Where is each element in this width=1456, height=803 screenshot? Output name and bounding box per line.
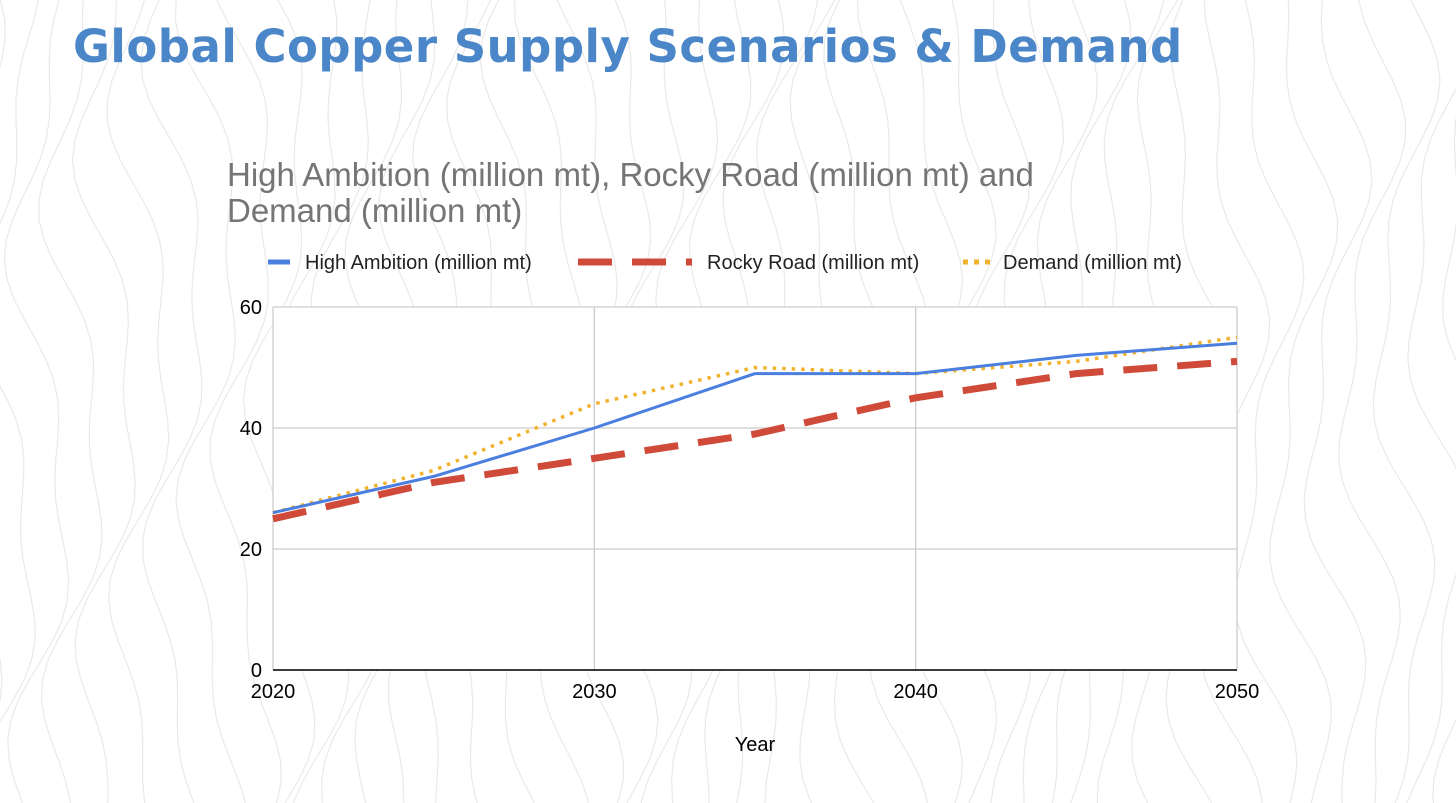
contour-line [1269, 0, 1339, 803]
series-line-rocky-road [272, 357, 1238, 523]
contour-line [1200, 0, 1271, 803]
contour-line [140, 0, 203, 803]
series-line-high-ambition [272, 341, 1238, 515]
contour-line [1372, 0, 1441, 803]
chart-title: High Ambition (million mt), Rocky Road (… [227, 156, 1034, 229]
contour-line [0, 0, 6, 703]
y-tick-label: 40 [240, 418, 262, 440]
y-tick-label: 0 [251, 660, 262, 682]
contour-line [0, 0, 40, 723]
series-line-demand [272, 335, 1238, 515]
contour-line [106, 0, 170, 803]
x-tick-label: 2040 [893, 681, 938, 703]
contour-line [242, 0, 316, 803]
grid [272, 306, 1238, 671]
contour-line [174, 0, 246, 803]
legend-label: Demand (million mt) [1003, 252, 1182, 274]
contour-line [1406, 87, 1456, 803]
y-tick-label: 60 [240, 297, 262, 319]
contour-line [3, 0, 70, 803]
contour-line [1338, 0, 1407, 803]
x-tick-label: 2030 [572, 681, 617, 703]
page-title: Global Copper Supply Scenarios & Demand [73, 20, 1183, 73]
legend-label: Rocky Road (million mt) [707, 252, 919, 274]
contour-line [209, 0, 282, 803]
chart-title-line-1: High Ambition (million mt), Rocky Road (… [227, 156, 1034, 193]
contour-line [1303, 0, 1373, 803]
chart-title-line-2: Demand (million mt) [227, 192, 522, 229]
legend: High Ambition (million mt) Rocky Road (mi… [268, 252, 1182, 274]
contour-line [71, 0, 136, 803]
legend-item-rocky-road: Rocky Road (million mt) [578, 252, 919, 274]
contour-line [1234, 0, 1305, 803]
legend-label: High Ambition (million mt) [305, 252, 532, 274]
x-tick-label: 2050 [1215, 681, 1260, 703]
legend-item-high-ambition: High Ambition (million mt) [268, 252, 532, 274]
x-tick-label: 2020 [251, 681, 296, 703]
series-layer [272, 335, 1238, 523]
contour-line [38, 0, 103, 803]
legend-item-demand: Demand (million mt) [963, 252, 1182, 274]
y-tick-label: 20 [240, 539, 262, 561]
x-axis-label: Year [735, 734, 776, 756]
plot-area [273, 307, 1237, 670]
